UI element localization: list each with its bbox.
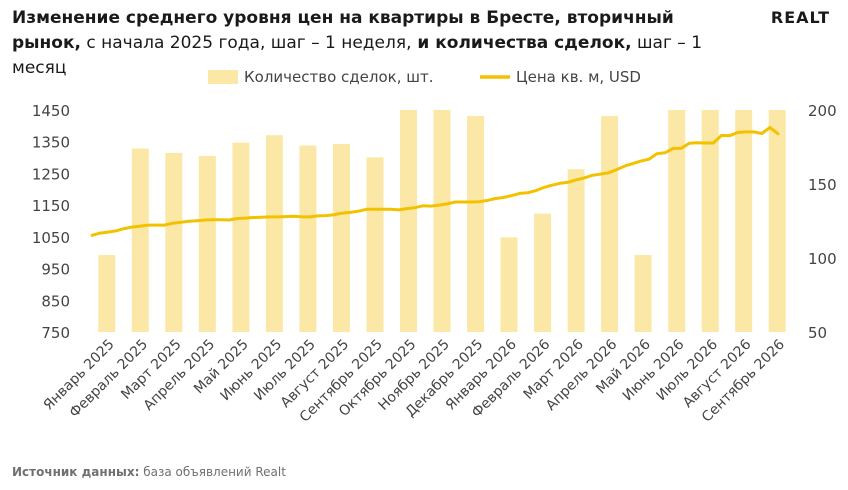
bars-layer — [98, 110, 786, 333]
bar-21 — [768, 110, 786, 332]
legend: Количество сделок, шт. Цена кв. м, USD — [208, 68, 641, 86]
bar-6 — [265, 135, 283, 332]
y-left-tick-950: 950 — [41, 261, 70, 279]
bar-15 — [567, 169, 585, 332]
y-left-tick-1150: 1150 — [32, 197, 70, 215]
line-layer — [90, 125, 780, 237]
bar-19 — [701, 110, 719, 332]
source-label: Источник данных: — [12, 465, 140, 479]
bar-8 — [332, 144, 350, 332]
y-left-tick-1450: 1450 — [32, 102, 70, 120]
source-value: база объявлений Realt — [139, 465, 286, 479]
bar-1 — [98, 255, 116, 332]
y-right-tick-200: 200 — [808, 102, 837, 120]
bar-10 — [400, 110, 417, 332]
bar-20 — [735, 110, 753, 332]
bar-16 — [601, 115, 619, 333]
y-left-tick-1050: 1050 — [32, 229, 70, 247]
title-bold-2: и количества сделок, — [411, 33, 632, 53]
bar-11 — [433, 110, 451, 332]
bar-5 — [232, 142, 250, 332]
title-normal-2: шаг – 1 месяц — [12, 33, 703, 78]
bar-18 — [668, 110, 686, 332]
y-left-tick-1250: 1250 — [32, 165, 70, 183]
bar-13 — [500, 237, 518, 332]
legend-line-label: Цена кв. м, USD — [516, 68, 641, 86]
y-axis-left: 750 850 950 1050 1150 1250 1350 1450 — [32, 102, 70, 342]
title-bold-1: Изменение среднего уровня цен на квартир… — [12, 8, 674, 53]
y-right-tick-150: 150 — [808, 176, 837, 194]
legend-bar-label: Количество сделок, шт. — [244, 68, 433, 86]
bar-4 — [198, 155, 216, 332]
bar-17 — [634, 255, 652, 332]
realt-logo: REALT — [770, 8, 830, 27]
y-left-tick-850: 850 — [41, 292, 70, 310]
price-line — [90, 125, 780, 237]
y-right-tick-50: 50 — [808, 324, 827, 342]
bar-12 — [467, 115, 484, 333]
bar-7 — [299, 145, 317, 332]
bar-14 — [534, 213, 552, 332]
y-right-tick-100: 100 — [808, 250, 837, 268]
bar-2 — [131, 148, 149, 332]
chart-title: Изменение среднего уровня цен на квартир… — [12, 6, 712, 81]
title-normal-1: с начала 2025 года, шаг – 1 неделя, — [80, 33, 412, 53]
y-left-tick-1350: 1350 — [32, 134, 70, 152]
legend-bar-swatch — [208, 70, 238, 84]
y-axis-right: 50 100 150 200 — [808, 102, 837, 342]
bar-3 — [165, 152, 183, 332]
y-left-tick-750: 750 — [41, 324, 70, 342]
bar-9 — [366, 157, 384, 332]
source-note: Источник данных: база объявлений Realt — [12, 465, 286, 479]
